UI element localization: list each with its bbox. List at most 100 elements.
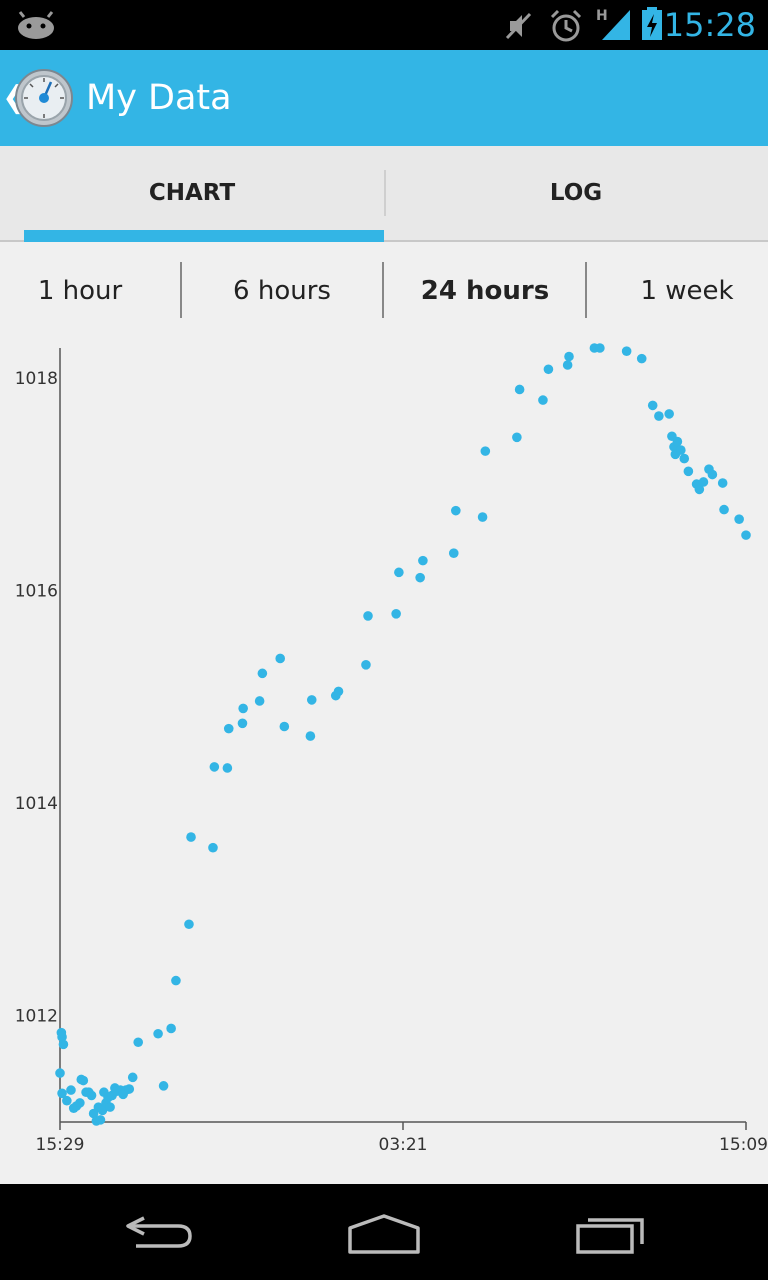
data-point	[562, 360, 573, 370]
data-point	[105, 1102, 115, 1112]
data-points	[55, 343, 751, 1126]
android-notification-icon	[18, 11, 54, 39]
tab-selected-indicator	[24, 230, 384, 242]
svg-text:H: H	[596, 8, 608, 24]
data-point	[186, 832, 196, 842]
data-point	[222, 763, 233, 773]
status-bar: H 15:28	[0, 0, 768, 50]
tab-log[interactable]: LOG	[384, 146, 768, 240]
data-point	[306, 695, 317, 705]
data-point	[209, 762, 220, 772]
data-point	[95, 1115, 106, 1125]
data-point	[238, 703, 248, 714]
range-24-hours[interactable]: 24 hours	[384, 262, 586, 320]
data-point	[153, 1028, 163, 1039]
data-point	[223, 723, 234, 734]
recents-icon[interactable]	[574, 1212, 648, 1256]
data-point	[538, 395, 548, 405]
time-range-selector: 1 hour 6 hours 24 hours 1 week	[0, 262, 768, 320]
tab-chart-label: CHART	[148, 180, 236, 206]
battery-charging-icon	[642, 7, 662, 40]
y-axis-ticks: 1012 1014 1016 1018	[15, 369, 58, 1027]
alarm-icon	[550, 9, 582, 42]
y-tick-label: 1016	[15, 581, 58, 601]
data-point	[636, 353, 647, 364]
data-point	[480, 446, 491, 456]
data-point	[57, 1088, 67, 1099]
data-point	[275, 653, 286, 664]
range-1-hour[interactable]: 1 hour	[0, 262, 160, 320]
range-1-week[interactable]: 1 week	[587, 262, 768, 320]
back-icon[interactable]	[122, 1212, 198, 1252]
data-point	[56, 1027, 67, 1038]
range-1-week-label: 1 week	[640, 276, 734, 306]
data-point	[451, 505, 461, 516]
app-logo-icon[interactable]	[14, 68, 74, 128]
data-point	[363, 611, 373, 621]
data-point	[415, 572, 425, 583]
home-icon[interactable]	[346, 1212, 422, 1256]
data-point	[254, 696, 265, 706]
range-divider	[585, 262, 587, 318]
data-point	[543, 364, 554, 375]
data-point	[86, 1090, 97, 1101]
pressure-chart[interactable]: 1012 1014 1016 1018 15:29 03:21 15:09	[0, 330, 768, 1160]
data-point	[676, 445, 686, 455]
data-point	[477, 512, 488, 522]
range-6-hours[interactable]: 6 hours	[182, 262, 382, 320]
navigation-bar	[0, 1184, 768, 1280]
data-point	[127, 1072, 138, 1083]
data-point	[717, 478, 728, 488]
signal-h-icon: H	[596, 8, 630, 40]
range-divider	[180, 262, 182, 318]
page-title: My Data	[86, 78, 232, 118]
data-point	[158, 1081, 169, 1091]
y-tick-label: 1012	[15, 1007, 58, 1027]
data-point	[664, 409, 674, 419]
range-24-hours-label: 24 hours	[420, 276, 550, 306]
data-point	[361, 660, 371, 670]
tab-divider	[384, 170, 386, 216]
data-point	[171, 975, 181, 986]
data-point	[394, 567, 404, 578]
x-tick-label: 15:09	[719, 1135, 768, 1155]
data-point	[679, 453, 690, 464]
data-point	[694, 484, 705, 495]
data-point	[654, 411, 664, 421]
data-point	[208, 842, 218, 853]
data-point	[418, 555, 428, 566]
action-bar: ❮ My Data	[0, 50, 768, 146]
data-point	[448, 548, 459, 558]
data-point	[75, 1098, 85, 1108]
x-tick-label: 15:29	[36, 1135, 85, 1155]
data-point	[514, 384, 525, 395]
data-point	[97, 1105, 108, 1116]
y-tick-label: 1014	[15, 794, 58, 814]
status-time: 15:28	[663, 6, 756, 44]
range-6-hours-label: 6 hours	[233, 276, 331, 306]
data-point	[512, 432, 522, 443]
data-point	[741, 530, 751, 540]
data-point	[58, 1039, 69, 1050]
tab-chart[interactable]: CHART	[0, 146, 384, 240]
tab-bar: CHART LOG	[0, 146, 768, 242]
data-point	[595, 343, 605, 353]
data-point	[333, 686, 344, 697]
data-point	[166, 1023, 176, 1034]
data-point	[734, 514, 744, 524]
data-point	[672, 436, 683, 447]
data-point	[184, 919, 194, 930]
data-point	[719, 504, 729, 515]
range-1-hour-label: 1 hour	[37, 276, 123, 306]
data-point	[133, 1037, 144, 1048]
data-point	[62, 1095, 72, 1106]
data-point	[391, 608, 401, 619]
data-point	[698, 477, 709, 487]
x-tick-label: 03:21	[379, 1135, 428, 1155]
data-point	[683, 466, 694, 477]
data-point	[305, 731, 316, 741]
range-divider	[382, 262, 384, 318]
data-point	[707, 469, 718, 480]
data-point	[279, 721, 290, 732]
data-point	[257, 668, 268, 679]
